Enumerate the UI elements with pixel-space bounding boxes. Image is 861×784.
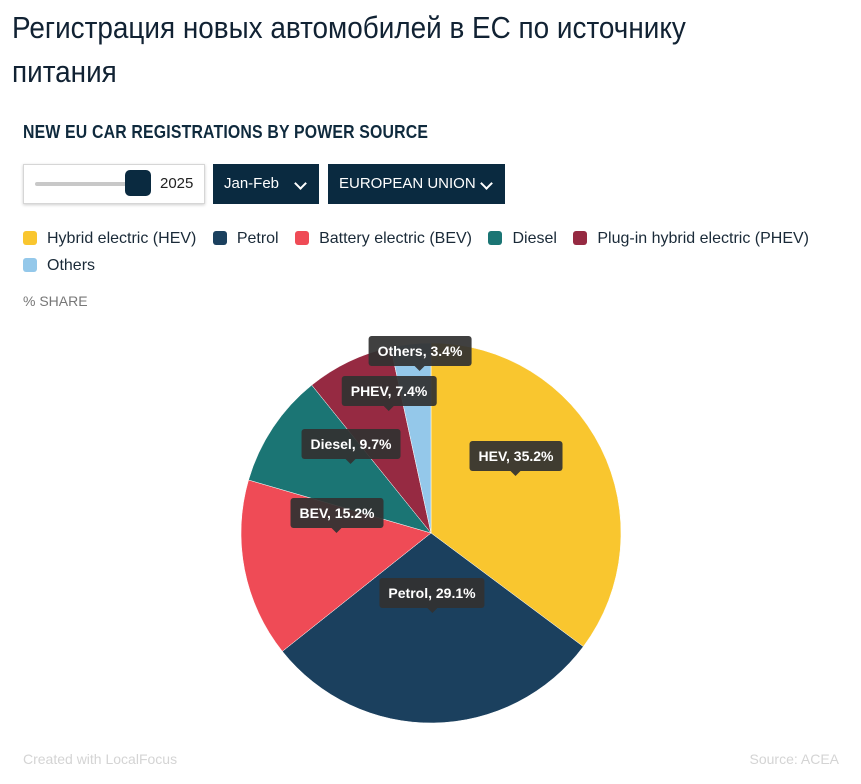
- chart-title: NEW EU CAR REGISTRATIONS BY POWER SOURCE: [23, 122, 429, 142]
- period-dropdown[interactable]: Jan-Feb: [213, 164, 319, 204]
- data-label-phev: PHEV, 7.4%: [341, 376, 437, 411]
- legend-label: Others: [47, 257, 96, 274]
- pie-slice-petrol[interactable]: [281, 532, 584, 724]
- legend-item-diesel[interactable]: Diesel: [488, 228, 557, 255]
- legend-swatch: [573, 231, 588, 245]
- legend-swatch: [23, 258, 37, 272]
- slider-thumb[interactable]: [125, 170, 151, 196]
- slider-value: 2025: [160, 175, 194, 192]
- footer-credit: Created with LocalFocus: [23, 751, 178, 767]
- legend-swatch: [488, 231, 503, 245]
- legend-label: Hybrid electric (HEV): [47, 230, 197, 247]
- legend-item-petrol[interactable]: Petrol: [212, 228, 279, 255]
- legend-swatch: [295, 231, 310, 245]
- data-label-petrol: Petrol, 29.1%: [379, 578, 485, 613]
- region-dropdown-label: EUROPEAN UNION: [339, 175, 476, 192]
- pie-slice-diesel[interactable]: [248, 384, 432, 534]
- legend-label: Diesel: [512, 230, 557, 247]
- period-dropdown-label: Jan-Feb: [224, 175, 280, 192]
- legend-swatch: [23, 231, 37, 245]
- axis-label: % SHARE: [23, 293, 88, 309]
- legend-swatch: [212, 231, 227, 245]
- data-label-bev: BEV, 15.2%: [290, 498, 384, 533]
- legend-label: Plug-in hybrid electric (PHEV): [597, 230, 809, 247]
- data-label-diesel: Diesel, 9.7%: [301, 429, 401, 464]
- pie-slice-bev[interactable]: [240, 479, 432, 652]
- legend-item-others[interactable]: Others: [23, 255, 95, 282]
- pie-slice-hev[interactable]: [430, 342, 622, 647]
- footer-source: Source: ACEA: [749, 751, 840, 767]
- data-label-hev: HEV, 35.2%: [469, 441, 563, 476]
- legend-item-bev[interactable]: Battery electric (BEV): [295, 228, 472, 255]
- legend-label: Petrol: [236, 230, 279, 247]
- legend: Hybrid electric (HEV) Petrol Battery ele…: [23, 228, 843, 282]
- year-slider[interactable]: 2025: [23, 164, 205, 204]
- legend-item-phev[interactable]: Plug-in hybrid electric (PHEV): [573, 228, 809, 255]
- data-label-others: Others, 3.4%: [368, 336, 472, 371]
- legend-label: Battery electric (BEV): [319, 230, 472, 247]
- legend-item-hev[interactable]: Hybrid electric (HEV): [23, 228, 196, 255]
- slider-track[interactable]: [35, 182, 135, 186]
- region-dropdown[interactable]: EUROPEAN UNION: [328, 164, 505, 204]
- page-title: Регистрация новых автомобилей в ЕС по ис…: [12, 10, 686, 89]
